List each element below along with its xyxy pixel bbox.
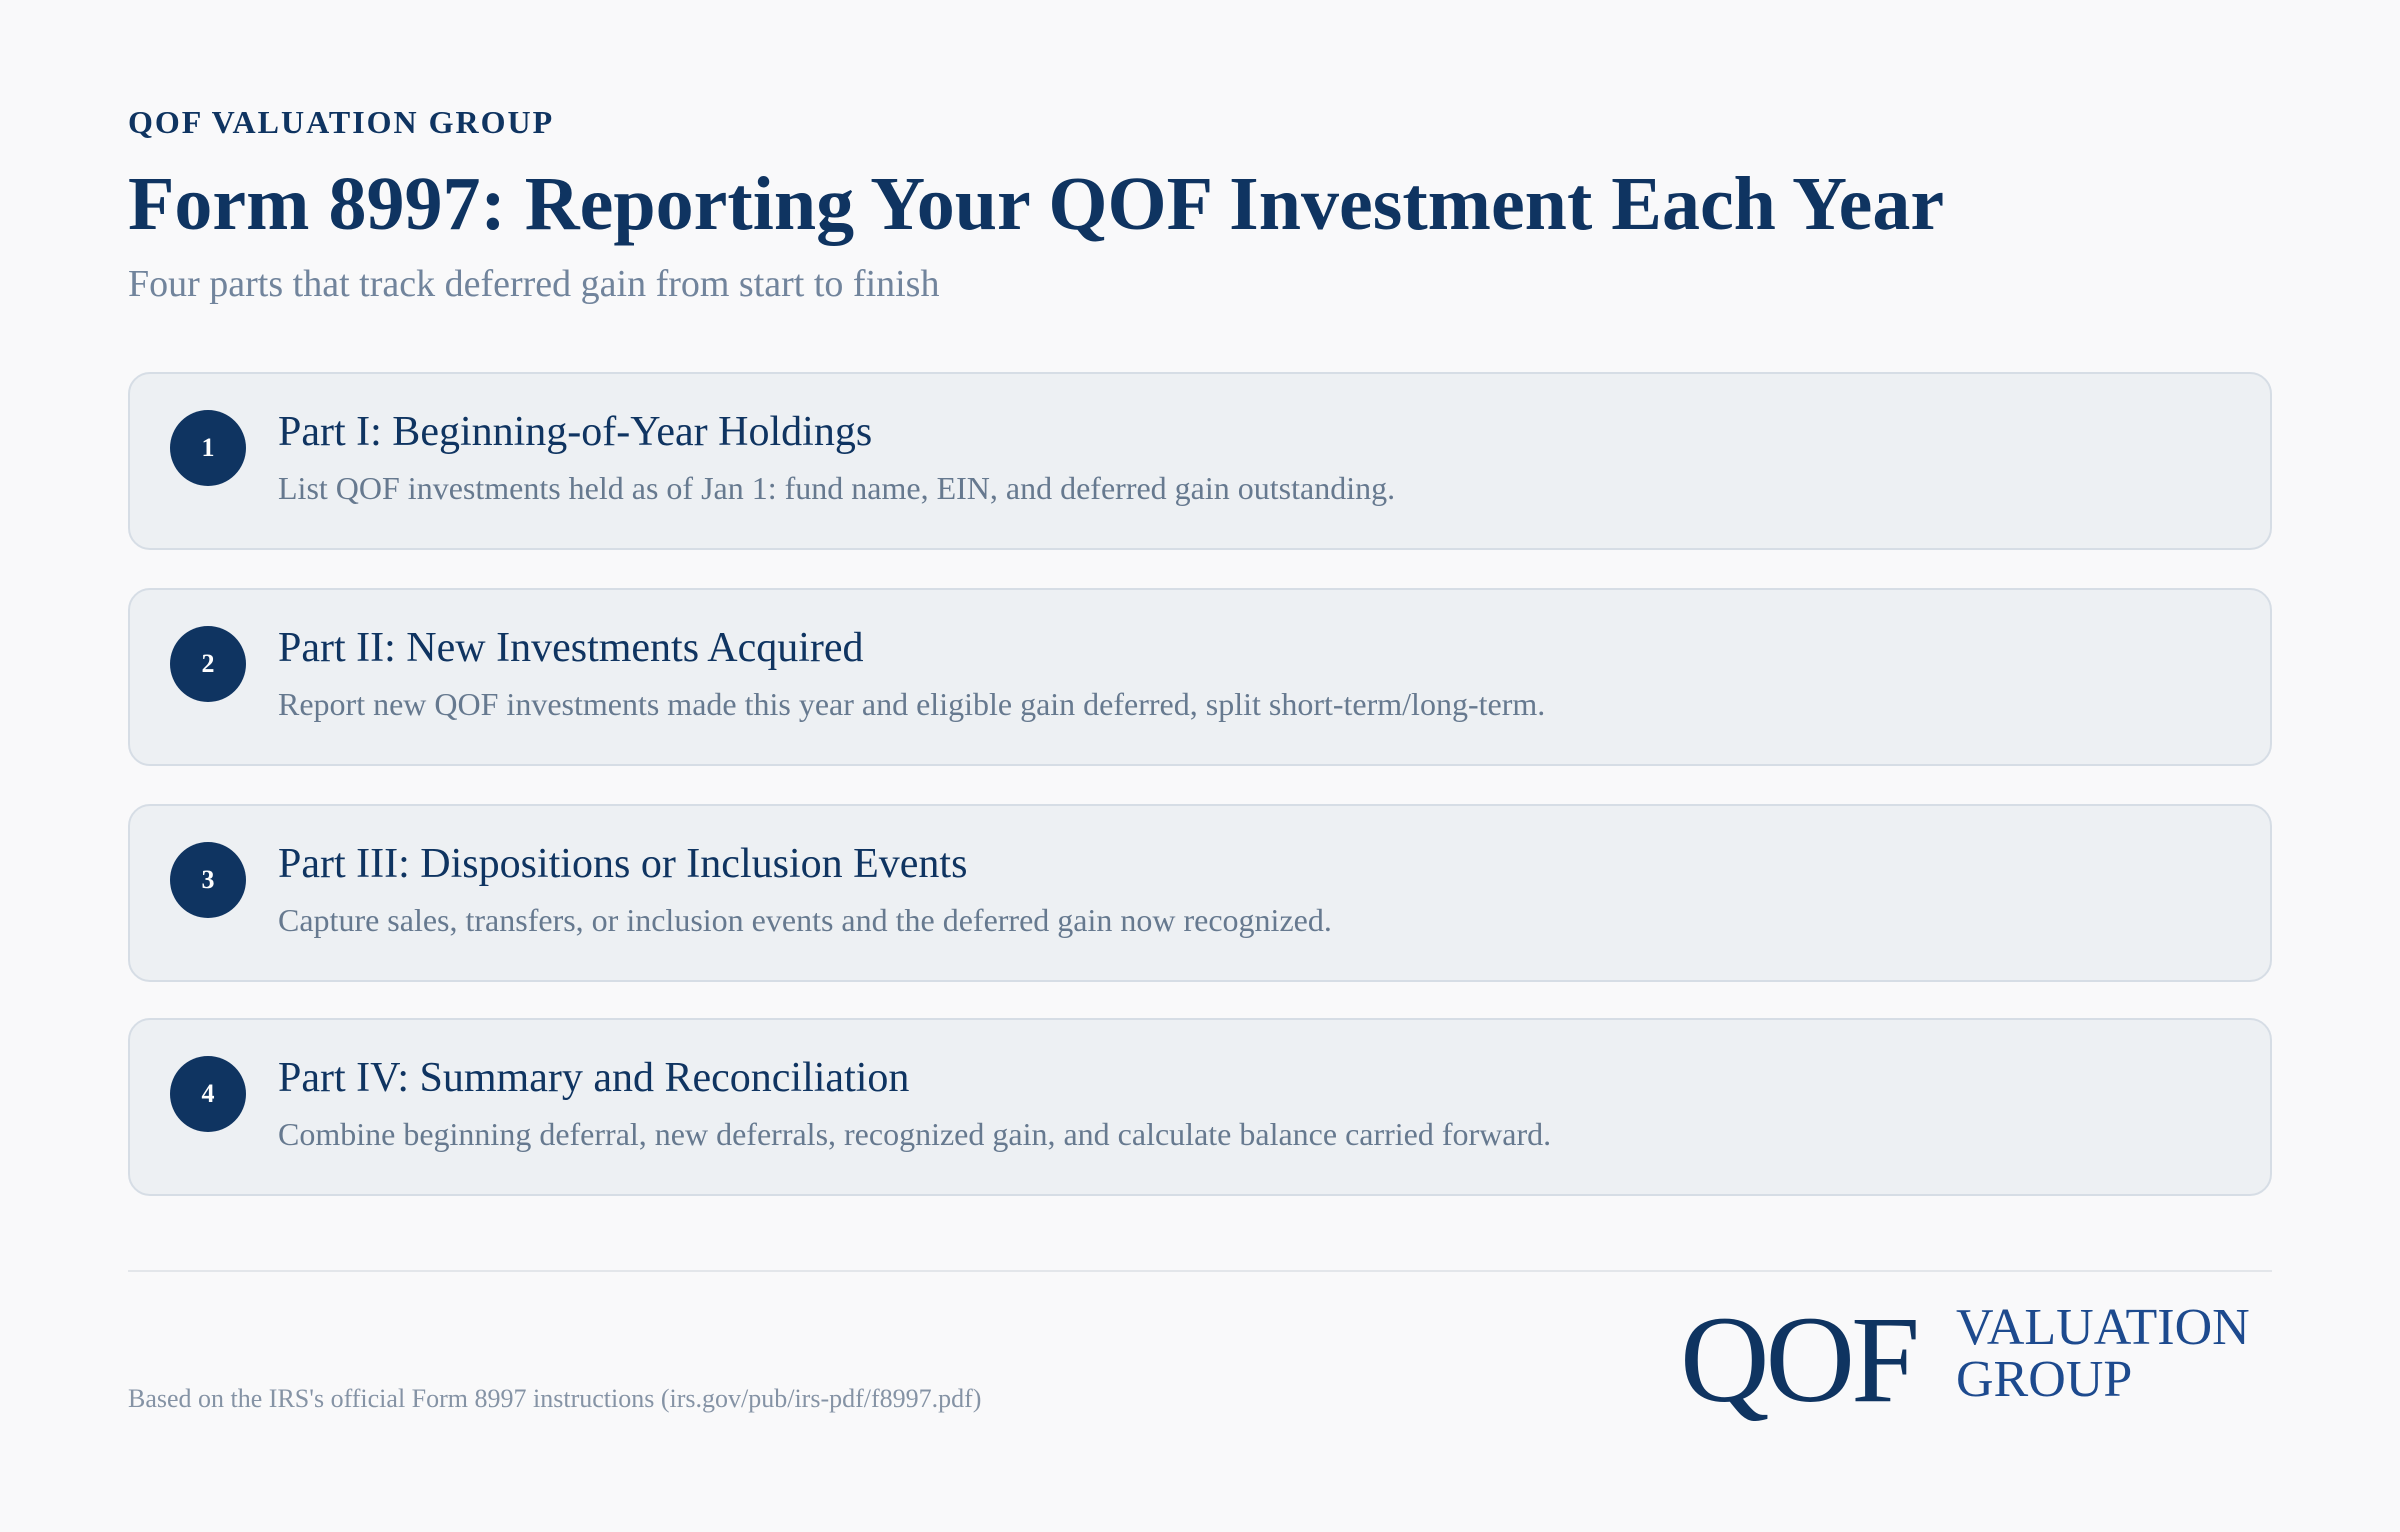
logo-mark: QOF — [1680, 1291, 1920, 1428]
footer-divider — [128, 1270, 2272, 1272]
part-description: Capture sales, transfers, or inclusion e… — [278, 902, 1332, 938]
source-footnote: Based on the IRS's official Form 8997 in… — [128, 1384, 982, 1413]
logo-wordmark: VALUATION GROUP — [1956, 1302, 2250, 1406]
part-title: Part IV: Summary and Reconciliation — [278, 1055, 910, 1101]
part-description: Report new QOF investments made this yea… — [278, 686, 1546, 722]
step-number-badge: 2 — [170, 626, 246, 702]
part-title: Part I: Beginning-of-Year Holdings — [278, 409, 873, 455]
page-subtitle: Four parts that track deferred gain from… — [128, 263, 940, 305]
brand-eyebrow: QOF VALUATION GROUP — [128, 104, 555, 140]
part-title: Part II: New Investments Acquired — [278, 625, 864, 671]
page-title: Form 8997: Reporting Your QOF Investment… — [128, 162, 1945, 246]
step-number-badge: 3 — [170, 842, 246, 918]
company-logo: QOF VALUATION GROUP — [1680, 1290, 2260, 1430]
part-title: Part III: Dispositions or Inclusion Even… — [278, 841, 968, 887]
part-card-3: 3 Part III: Dispositions or Inclusion Ev… — [128, 804, 2272, 982]
part-card-1: 1 Part I: Beginning-of-Year Holdings Lis… — [128, 372, 2272, 550]
part-card-2: 2 Part II: New Investments Acquired Repo… — [128, 588, 2272, 766]
step-number-badge: 4 — [170, 1056, 246, 1132]
logo-line-1: VALUATION — [1956, 1299, 2250, 1356]
part-description: Combine beginning deferral, new deferral… — [278, 1116, 1552, 1152]
part-card-4: 4 Part IV: Summary and Reconciliation Co… — [128, 1018, 2272, 1196]
part-description: List QOF investments held as of Jan 1: f… — [278, 470, 1396, 506]
step-number-badge: 1 — [170, 410, 246, 486]
logo-line-2: GROUP — [1956, 1351, 2133, 1408]
